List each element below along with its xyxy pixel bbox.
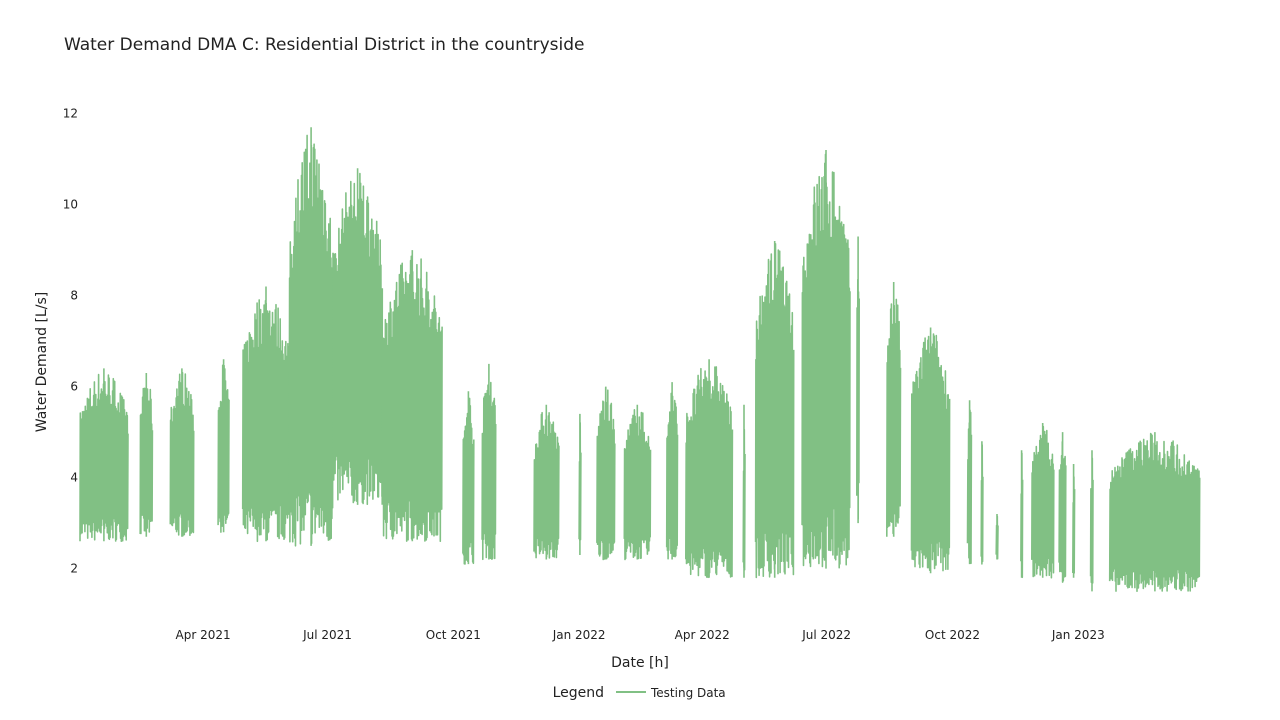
series-segment-3: [217, 359, 230, 533]
y-tick-label: 8: [70, 289, 78, 303]
x-tick-label: Apr 2021: [176, 628, 231, 642]
series-segment-9: [481, 363, 497, 561]
series-segment-26: [1031, 423, 1055, 579]
y-tick-label: 12: [63, 107, 78, 121]
x-tick-label: Oct 2022: [925, 628, 980, 642]
series-segment-0: [79, 368, 129, 542]
y-tick-label: 6: [70, 380, 78, 394]
legend-title: Legend: [553, 685, 604, 701]
series-segment-10: [533, 404, 560, 560]
series-segment-21: [910, 327, 951, 574]
series-segment-28: [1072, 464, 1076, 578]
y-tick-label: 10: [63, 198, 78, 212]
y-tick-label: 4: [70, 471, 78, 485]
series-segment-11: [578, 413, 582, 555]
series-segment-25: [1020, 450, 1024, 579]
series-segment-8: [462, 391, 475, 565]
x-tick-label: Jul 2022: [801, 628, 851, 642]
x-axis-label: Date [h]: [611, 655, 669, 671]
series-segment-14: [665, 382, 679, 560]
legend-entry-testing-data[interactable]: Testing Data: [650, 686, 726, 700]
x-tick-label: Oct 2021: [426, 628, 481, 642]
x-axis-ticks: Apr 2021 Jul 2021 Oct 2021 Jan 2022 Apr 2022…: [176, 628, 1105, 642]
y-axis-ticks: 2 4 6 8 10 12: [63, 107, 78, 576]
series-segment-16: [742, 404, 746, 578]
series-segment-2: [169, 368, 195, 537]
series-segment-17: [754, 241, 795, 579]
y-axis-label: Water Demand [L/s]: [34, 292, 50, 432]
series-segment-19: [856, 236, 860, 524]
y-tick-label: 2: [70, 562, 78, 576]
series-segment-24: [995, 514, 999, 560]
series-segment-23: [980, 441, 984, 565]
series-segment-7: [381, 250, 443, 542]
x-tick-label: Jan 2023: [1051, 628, 1105, 642]
x-tick-label: Jul 2021: [302, 628, 352, 642]
series-segment-30: [1108, 432, 1201, 592]
x-tick-label: Jan 2022: [552, 628, 606, 642]
series-segment-18: [801, 150, 851, 569]
series-segment-15: [685, 359, 734, 579]
series-segment-27: [1058, 432, 1067, 583]
series-segment-6: [332, 168, 384, 505]
series-segment-29: [1089, 450, 1094, 592]
legend[interactable]: Legend Testing Data: [553, 685, 726, 701]
series-segment-12: [596, 386, 616, 561]
plot-area: [79, 127, 1201, 592]
series-testing-data: [79, 127, 1201, 592]
x-tick-label: Apr 2022: [675, 628, 730, 642]
series-segment-4: [241, 286, 291, 543]
series-segment-13: [623, 404, 652, 561]
series-segment-1: [139, 373, 154, 537]
chart-title: Water Demand DMA C: Residential District…: [64, 35, 585, 55]
series-segment-20: [886, 282, 902, 537]
series-segment-5: [288, 127, 334, 547]
series-segment-22: [966, 400, 973, 565]
